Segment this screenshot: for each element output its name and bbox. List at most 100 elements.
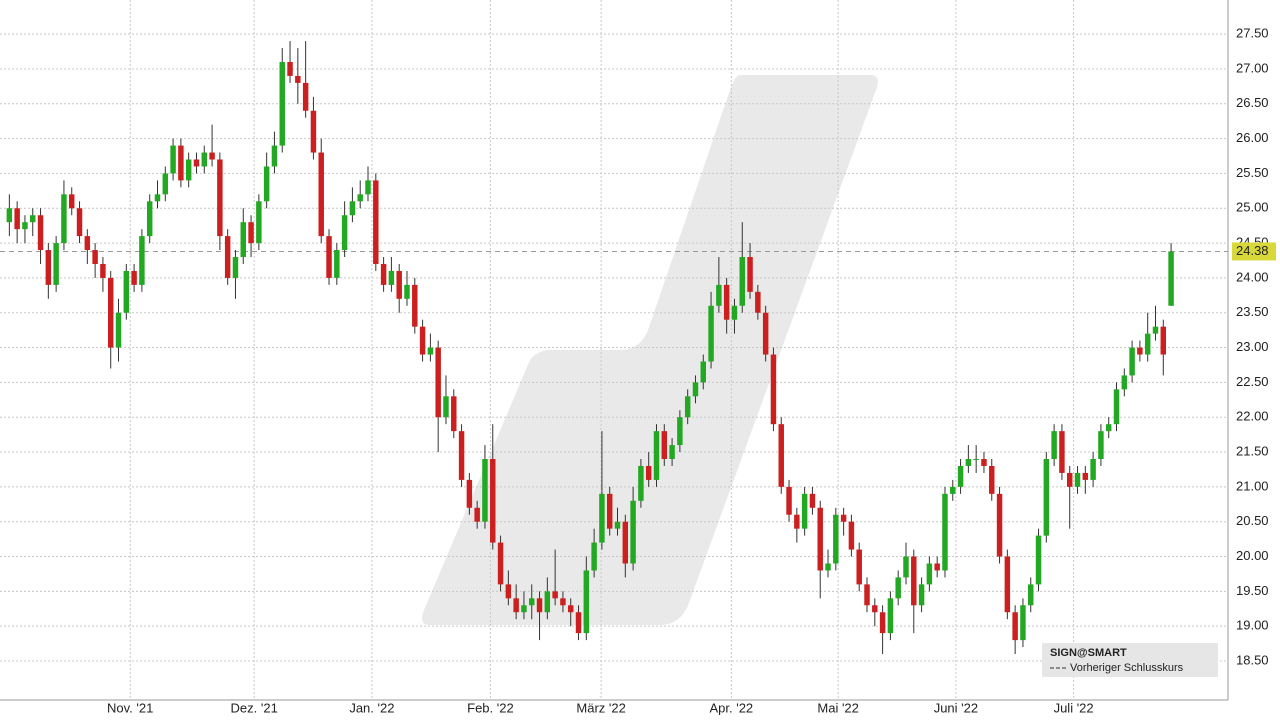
last-price-badge	[1232, 242, 1276, 261]
candle-body	[583, 570, 590, 634]
candle-body	[404, 284, 410, 299]
y-tick-label: 26.00	[1236, 130, 1269, 145]
candle-body	[6, 208, 13, 223]
candle-body	[279, 61, 285, 146]
candle-body	[716, 284, 722, 306]
candle-body	[529, 598, 535, 606]
y-tick-label: 23.50	[1236, 304, 1269, 319]
y-tick-label: 25.00	[1236, 200, 1269, 215]
candle-body	[575, 612, 582, 634]
candle-body	[918, 584, 925, 606]
candle-body	[388, 270, 395, 285]
candle-body	[76, 208, 83, 237]
y-tick-label: 21.00	[1236, 478, 1269, 493]
candle-body	[240, 222, 246, 258]
candle-body	[412, 284, 418, 327]
candle-body	[69, 194, 75, 209]
candle-body	[692, 382, 699, 397]
candle-body	[1144, 333, 1151, 355]
candle-body	[856, 549, 862, 585]
candle-body	[224, 236, 231, 278]
candle-body	[614, 521, 621, 529]
legend-entry: Vorheriger Schlusskurs	[1070, 662, 1184, 674]
candle-body	[193, 159, 200, 167]
candle-body	[1074, 472, 1081, 487]
candle-body	[427, 347, 434, 355]
candle-body	[217, 159, 223, 237]
axis-labels: 18.50 19.00 19.50 20.00 20.50 21.00 21.50 22.00…	[107, 26, 1276, 715]
candle-body	[895, 577, 901, 599]
x-tick-label: Dez. '21	[231, 700, 278, 715]
candle-body	[1152, 326, 1159, 334]
y-tick-label: 27.50	[1236, 26, 1269, 41]
candle-body	[973, 459, 979, 461]
candle-body	[185, 159, 192, 181]
candle-body	[911, 556, 917, 606]
candle-body	[505, 584, 512, 599]
candle-body	[326, 236, 332, 278]
candle-body	[794, 514, 800, 529]
x-tick-label: Apr. '22	[709, 700, 753, 715]
candle-body	[115, 312, 122, 348]
candle-body	[747, 257, 753, 292]
candle-body	[287, 61, 293, 76]
candle-body	[786, 486, 792, 515]
candle-body	[490, 459, 496, 543]
candle-body	[482, 459, 488, 522]
candle-body	[201, 152, 208, 167]
candle-body	[1168, 251, 1174, 306]
candle-body	[606, 493, 613, 529]
candle-body	[154, 194, 161, 202]
candle-body	[256, 201, 262, 244]
candle-body	[887, 598, 894, 634]
candle-body	[942, 493, 948, 571]
candle-body	[380, 263, 387, 285]
candle-body	[334, 250, 340, 278]
candle-body	[435, 347, 441, 418]
candle-body	[848, 521, 855, 550]
candle-body	[53, 243, 59, 285]
candle-body	[1012, 612, 1018, 641]
y-tick-label: 27.00	[1236, 60, 1269, 75]
legend-box	[1042, 643, 1218, 677]
candle-body	[1020, 605, 1026, 641]
candle-body	[591, 542, 597, 571]
candle-body	[1160, 326, 1167, 355]
candle-body	[638, 465, 644, 501]
candle-body	[1059, 431, 1065, 473]
candle-body	[22, 222, 28, 230]
candle-body	[1051, 431, 1057, 460]
candle-body	[762, 312, 769, 355]
candle-body	[396, 270, 402, 299]
candle-body	[965, 459, 972, 466]
y-tick-label: 23.00	[1236, 339, 1269, 354]
candle-body	[926, 563, 933, 585]
candle-body	[373, 180, 379, 264]
y-tick-label: 19.50	[1236, 583, 1269, 598]
x-tick-label: März '22	[576, 700, 625, 715]
candle-body	[630, 500, 636, 564]
candle-body	[544, 591, 551, 613]
candle-body	[419, 326, 426, 355]
candle-body	[755, 291, 761, 313]
candle-body	[1098, 431, 1104, 460]
x-tick-label: Nov. '21	[107, 700, 153, 715]
candle-body	[957, 465, 964, 487]
candle-body	[809, 493, 816, 508]
candle-body	[30, 215, 36, 223]
candle-body	[567, 605, 574, 613]
y-tick-label: 20.00	[1236, 548, 1269, 563]
candle-body	[950, 486, 956, 494]
watermark	[422, 75, 878, 625]
candle-body	[903, 556, 909, 578]
candle-body	[1121, 375, 1128, 390]
grid	[0, 0, 1228, 700]
candle-body	[677, 417, 683, 446]
candle-body	[232, 257, 239, 278]
y-tick-label: 22.50	[1236, 374, 1269, 389]
candle-body	[1113, 389, 1120, 425]
y-tick-label: 25.50	[1236, 165, 1269, 180]
candle-body	[100, 263, 106, 278]
candle-body	[1090, 459, 1096, 480]
